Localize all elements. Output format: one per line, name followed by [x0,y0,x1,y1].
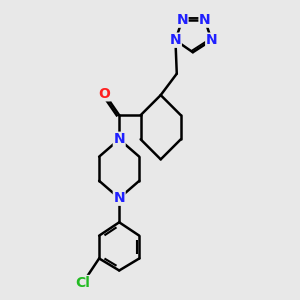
Text: N: N [176,13,188,27]
Text: N: N [113,132,125,146]
Text: N: N [199,13,211,27]
Text: N: N [206,33,218,47]
Text: O: O [98,87,110,101]
Text: N: N [113,191,125,205]
Text: Cl: Cl [76,275,91,290]
Text: N: N [169,33,181,47]
